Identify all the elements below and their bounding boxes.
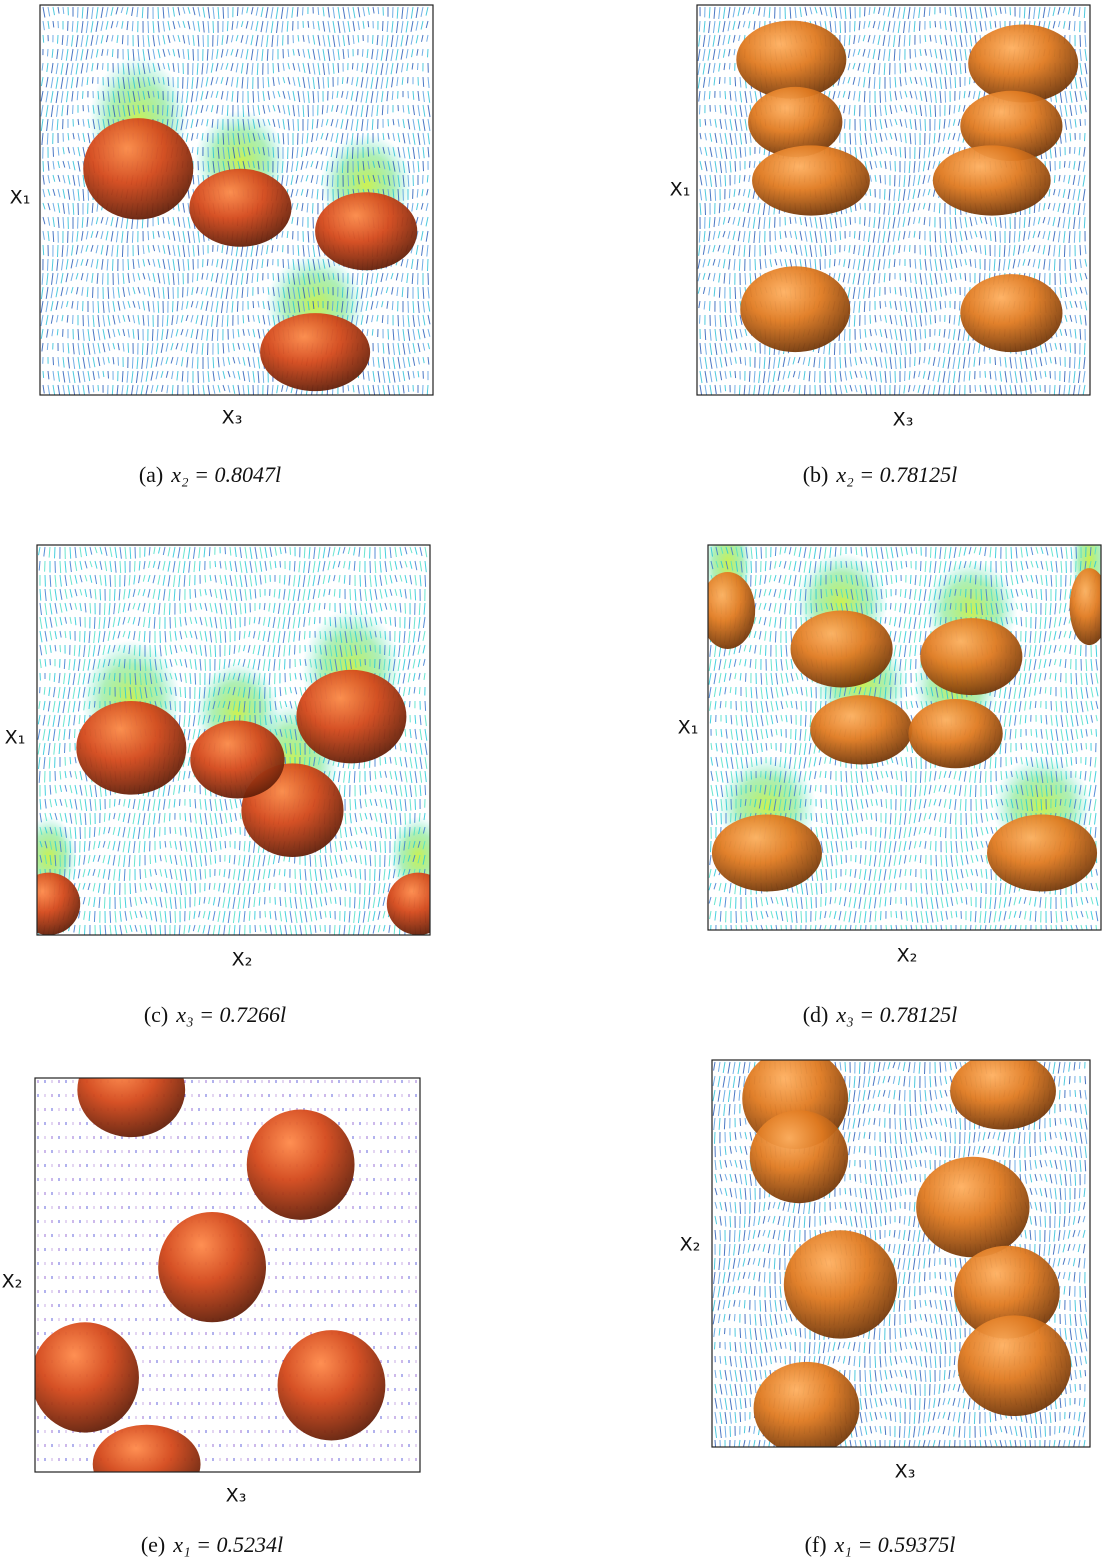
caption-text: x₃ = 0.78125l	[835, 1002, 957, 1027]
particle	[957, 1315, 1072, 1417]
particle	[987, 814, 1098, 892]
frame	[711, 1059, 1091, 1448]
particle	[968, 24, 1079, 103]
frame	[36, 544, 431, 936]
particle	[296, 669, 407, 764]
caption: (f) x₁ = 0.59375l	[805, 1532, 956, 1557]
x-axis-label: X₂	[232, 949, 253, 971]
particle	[950, 1060, 1056, 1130]
x-axis-label: X₃	[222, 407, 243, 429]
particle	[76, 701, 187, 795]
panel: X₁ X₃ (a) x₂ = 0.8047l	[10, 4, 434, 487]
panel: X₂ X₃ (f) x₁ = 0.59375l	[680, 1059, 1091, 1557]
particle	[753, 1361, 860, 1447]
particle	[920, 618, 1023, 696]
y-axis-label: X₁	[5, 727, 26, 749]
y-axis-label: X₁	[670, 179, 691, 201]
particle	[260, 313, 371, 392]
x-axis-label: X₃	[226, 1485, 247, 1507]
plot-area	[708, 545, 1101, 930]
plot-area	[40, 5, 433, 395]
particle	[916, 1156, 1030, 1258]
particle	[77, 1078, 186, 1138]
plot-area	[37, 545, 430, 935]
caption-label: (d)	[803, 1002, 829, 1027]
x-axis-label: X₃	[895, 1461, 916, 1483]
x-axis-label: X₂	[897, 945, 918, 967]
caption: (d) x₃ = 0.78125l	[803, 1002, 958, 1027]
panel: X₁ X₂ (c) x₃ = 0.7266l	[5, 544, 431, 1027]
caption-label: (b)	[803, 462, 829, 487]
caption-text: x₁ = 0.59375l	[834, 1532, 956, 1557]
caption-text: x₃ = 0.7266l	[175, 1002, 286, 1027]
caption-label: (c)	[144, 1002, 168, 1027]
particle	[749, 1110, 849, 1204]
particle	[932, 145, 1051, 216]
caption-label: (e)	[141, 1532, 165, 1557]
particle	[736, 20, 847, 99]
x-axis-label: X₃	[893, 409, 914, 431]
particle	[277, 1330, 386, 1441]
panel: X₂ X₃ (e) x₁ = 0.5234l	[2, 1077, 421, 1557]
particle	[810, 695, 913, 765]
particle	[35, 1322, 139, 1433]
caption-text: x₂ = 0.8047l	[170, 462, 281, 487]
particle	[83, 118, 194, 220]
frame	[696, 4, 1091, 396]
particle	[953, 1245, 1060, 1339]
particle	[908, 699, 1003, 769]
y-axis-label: X₁	[10, 187, 31, 209]
panel: X₁ X₃ (b) x₂ = 0.78125l	[670, 4, 1091, 487]
particle	[190, 720, 285, 799]
particle	[37, 872, 81, 935]
particle	[960, 274, 1063, 353]
plot-area	[35, 1078, 420, 1472]
y-axis-label: X₁	[678, 717, 699, 739]
particle	[189, 168, 292, 247]
y-axis-label: X₂	[680, 1234, 701, 1256]
plot-area	[697, 5, 1090, 395]
particle	[158, 1211, 266, 1323]
caption: (a) x₂ = 0.8047l	[139, 462, 281, 487]
particle	[711, 814, 822, 892]
particle	[1069, 568, 1101, 646]
plot-area	[712, 1060, 1090, 1447]
caption: (c) x₃ = 0.7266l	[144, 1002, 286, 1027]
frame	[707, 544, 1102, 931]
caption-text: x₂ = 0.78125l	[835, 462, 957, 487]
particle	[315, 192, 418, 271]
caption: (e) x₁ = 0.5234l	[141, 1532, 283, 1557]
caption-label: (a)	[139, 462, 163, 487]
frame	[39, 4, 434, 396]
caption-label: (f)	[805, 1532, 827, 1557]
panel: X₁ X₂ (d) x₃ = 0.78125l	[678, 544, 1102, 1027]
y-axis-label: X₂	[2, 1271, 23, 1293]
particle	[960, 90, 1063, 161]
particle	[783, 1230, 898, 1339]
particle	[740, 266, 851, 353]
particle	[92, 1424, 201, 1472]
frame	[34, 1077, 421, 1473]
particle	[790, 610, 893, 688]
particle	[246, 1109, 355, 1220]
particle	[386, 872, 430, 935]
caption: (b) x₂ = 0.78125l	[803, 462, 958, 487]
particle	[748, 86, 843, 158]
caption-text: x₁ = 0.5234l	[172, 1532, 283, 1557]
particle	[752, 145, 870, 216]
particle	[708, 571, 756, 649]
